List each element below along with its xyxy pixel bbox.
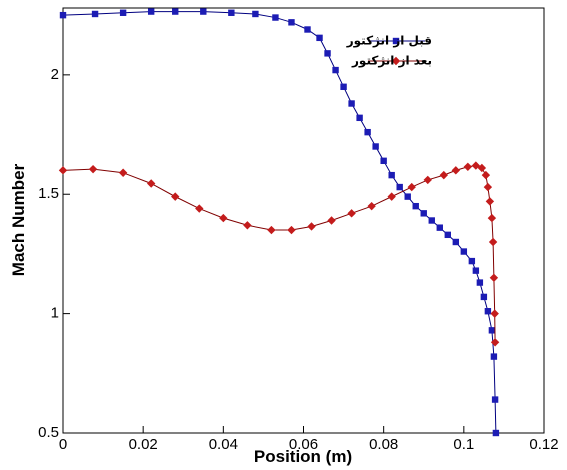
- data-point: [252, 10, 259, 18]
- data-point: [59, 11, 67, 19]
- data-point: [451, 166, 461, 175]
- data-point: [488, 327, 496, 334]
- data-point: [404, 193, 411, 200]
- data-point: [444, 231, 451, 239]
- data-point: [388, 171, 395, 179]
- data-point: [488, 237, 498, 247]
- data-point: [485, 197, 495, 206]
- x-tick-label: 0.08: [369, 436, 398, 453]
- data-point: [472, 267, 480, 274]
- data-point: [372, 143, 379, 150]
- x-axis-label: Position (m): [254, 447, 352, 466]
- data-point: [348, 100, 355, 107]
- data-point: [307, 222, 316, 231]
- x-tick-label: 0: [59, 436, 67, 453]
- legend-label: بعد از انژکتور: [351, 54, 432, 69]
- legend-marker: [392, 37, 400, 45]
- data-point: [316, 34, 323, 42]
- data-point: [119, 9, 127, 16]
- x-tick-label: 0.06: [289, 436, 318, 453]
- data-point: [492, 429, 500, 437]
- series-line: [62, 165, 496, 343]
- data-point: [490, 309, 499, 318]
- data-point: [396, 183, 403, 191]
- data-point: [147, 8, 155, 15]
- legend-label: قبل از انژکتور: [346, 34, 432, 49]
- data-point: [367, 201, 376, 211]
- data-point: [491, 396, 499, 403]
- data-point: [171, 192, 180, 201]
- data-point: [471, 161, 481, 170]
- data-point: [91, 10, 99, 18]
- legend-marker: [391, 56, 401, 66]
- x-tick-label: 0.04: [209, 436, 238, 453]
- data-point: [428, 217, 435, 224]
- data-point: [481, 170, 491, 180]
- data-point: [387, 192, 396, 201]
- data-point: [219, 213, 228, 223]
- data-point: [452, 238, 460, 246]
- data-point: [172, 8, 179, 15]
- data-point: [412, 202, 419, 210]
- x-tick-label: 0.12: [529, 436, 558, 453]
- data-point: [272, 14, 279, 21]
- data-point: [356, 114, 363, 122]
- y-tick-label: 2: [51, 66, 59, 83]
- data-point: [243, 221, 252, 230]
- x-tick-label: 0.02: [129, 436, 158, 453]
- data-point: [483, 182, 493, 192]
- data-point: [380, 157, 387, 165]
- data-point: [332, 66, 339, 74]
- data-point: [340, 83, 347, 90]
- data-point: [407, 182, 416, 192]
- data-point: [58, 166, 68, 175]
- data-point: [347, 209, 356, 218]
- data-point: [490, 338, 500, 347]
- y-tick-label: 1.5: [38, 185, 59, 202]
- x-tick-label: 0.1: [453, 436, 474, 453]
- data-point: [490, 353, 498, 360]
- data-point: [468, 257, 476, 265]
- data-point: [200, 8, 207, 15]
- data-point: [228, 9, 235, 16]
- data-point: [463, 162, 473, 171]
- y-axis-label: Mach Number: [9, 163, 28, 276]
- data-point: [439, 170, 448, 180]
- data-point: [436, 224, 443, 231]
- data-point: [364, 128, 371, 136]
- data-point: [420, 210, 427, 217]
- y-tick-label: 0.5: [38, 424, 59, 441]
- data-point: [423, 175, 432, 185]
- data-point: [118, 168, 128, 177]
- data-point: [304, 26, 311, 33]
- data-point: [288, 19, 295, 26]
- data-point: [324, 50, 331, 57]
- data-point: [88, 164, 98, 174]
- data-point: [460, 248, 468, 255]
- data-point: [195, 204, 204, 213]
- data-point: [489, 273, 499, 283]
- data-point: [146, 179, 156, 188]
- data-point: [484, 308, 492, 315]
- data-point: [480, 293, 488, 301]
- data-point: [487, 213, 497, 223]
- data-point: [267, 225, 276, 235]
- data-point: [327, 216, 336, 225]
- y-tick-label: 1: [51, 305, 59, 322]
- data-point: [477, 163, 487, 173]
- data-point: [476, 279, 484, 286]
- data-point: [287, 225, 296, 235]
- plot-frame: [62, 7, 545, 434]
